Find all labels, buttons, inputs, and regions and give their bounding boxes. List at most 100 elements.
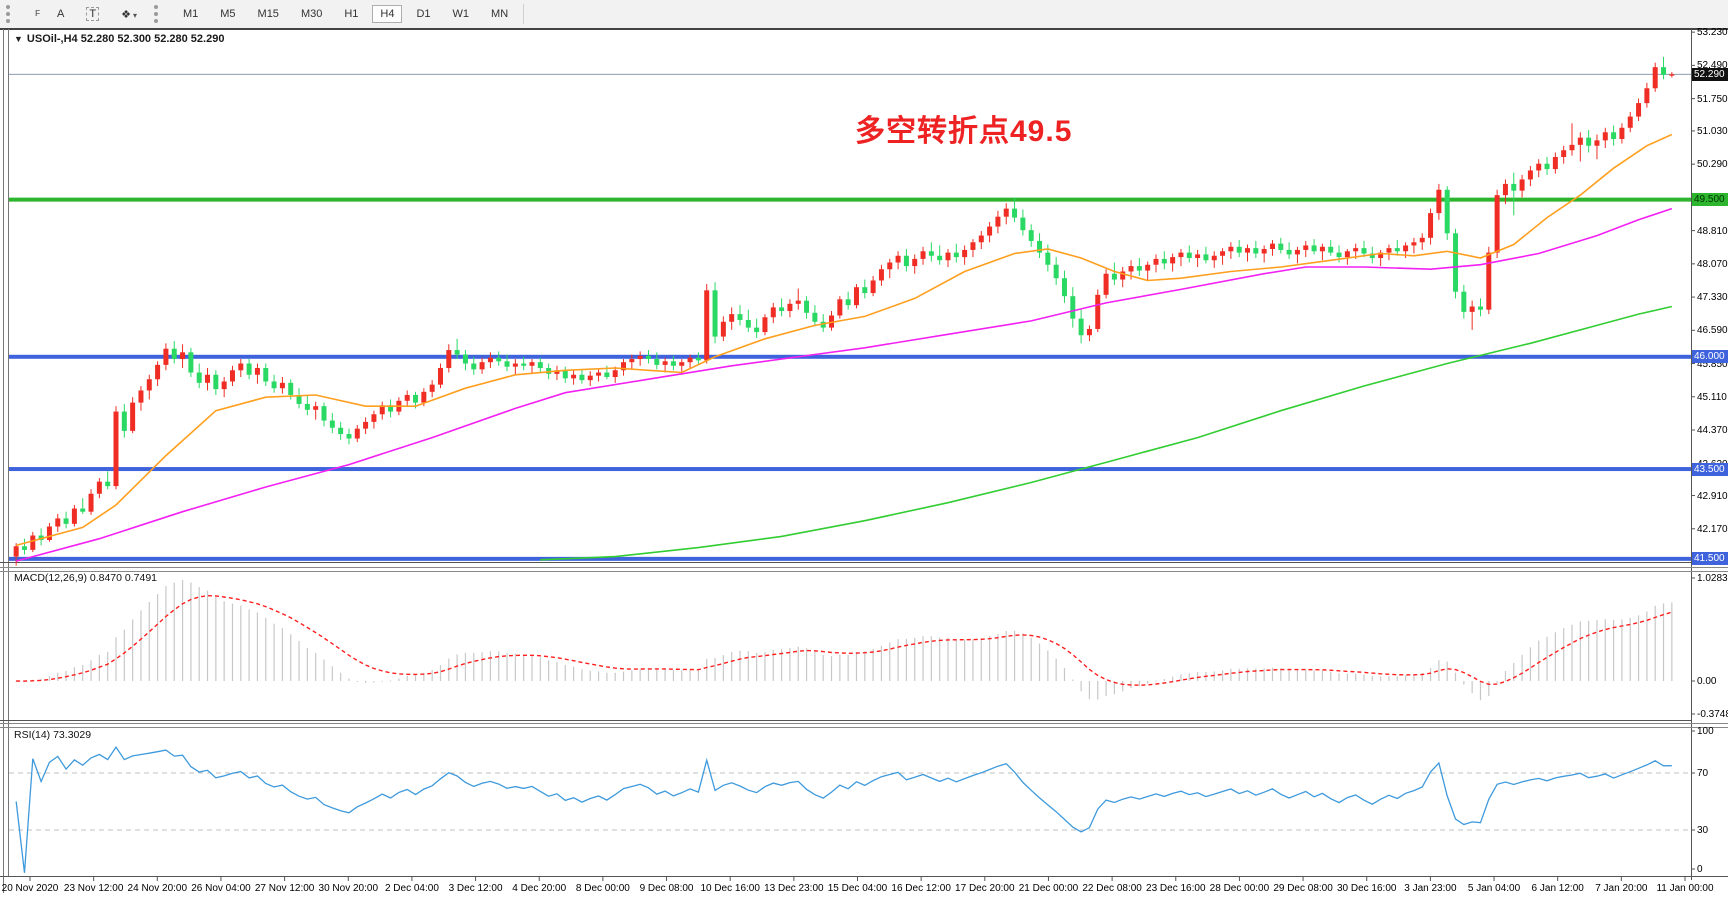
candle-wick bbox=[1197, 249, 1199, 267]
candle-body bbox=[1220, 251, 1226, 256]
candle-body bbox=[1369, 253, 1375, 259]
candle-body bbox=[1145, 264, 1151, 271]
green-level-49.5[interactable] bbox=[9, 197, 1691, 202]
textbox-button[interactable]: T bbox=[78, 5, 107, 23]
macd-histogram-bar bbox=[830, 656, 833, 681]
macd-histogram-bar bbox=[1621, 619, 1623, 681]
toolbar-separator bbox=[523, 4, 525, 24]
candle-body bbox=[1611, 132, 1617, 140]
timeframe-button-w1[interactable]: W1 bbox=[452, 8, 470, 20]
candle-body bbox=[471, 363, 477, 370]
macd-histogram-bar bbox=[880, 645, 883, 681]
candle-body bbox=[770, 307, 776, 318]
chart-annotation[interactable]: 多空转折点49.5 bbox=[855, 115, 1073, 148]
time-axis-label: 3 Jan 23:00 bbox=[1404, 883, 1457, 894]
timeframe-button-h4[interactable]: H4 bbox=[372, 5, 403, 23]
toolbar-drag-handle[interactable] bbox=[6, 5, 20, 23]
macd-histogram-bar bbox=[897, 639, 899, 681]
macd-histogram-bar bbox=[231, 603, 234, 681]
blue-level-41.5[interactable] bbox=[9, 556, 1691, 561]
candle-body bbox=[1095, 294, 1101, 329]
pane-divider-macd[interactable] bbox=[0, 566, 1728, 574]
macd-histogram-bar bbox=[356, 681, 358, 682]
symbol-ohlc-text: USOil-,H4 52.280 52.300 52.280 52.290 bbox=[26, 33, 225, 45]
candle-body bbox=[845, 299, 851, 306]
macd-histogram-bar bbox=[1246, 668, 1249, 681]
candle-body bbox=[670, 361, 676, 366]
candle-wick bbox=[1413, 237, 1415, 254]
macd-axis-label: 1.0283 bbox=[1697, 573, 1728, 584]
macd-histogram-bar bbox=[256, 612, 259, 681]
macd-histogram-bar bbox=[1646, 611, 1648, 681]
macd-histogram-bar bbox=[298, 641, 300, 681]
candle-body bbox=[1619, 127, 1625, 140]
candle-body bbox=[1061, 278, 1067, 297]
candle-body bbox=[978, 235, 984, 243]
macd-histogram-bar bbox=[1038, 643, 1041, 681]
candle-body bbox=[928, 251, 934, 256]
macd-histogram-bar bbox=[1055, 658, 1057, 681]
blue-level-46.0[interactable] bbox=[9, 354, 1691, 359]
blue-level-43.5[interactable] bbox=[9, 467, 1691, 472]
macd-histogram-bar bbox=[814, 651, 816, 681]
macd-histogram-bar bbox=[157, 594, 159, 681]
timeframe-button-mn[interactable]: MN bbox=[491, 8, 509, 20]
macd-histogram-bar bbox=[889, 642, 891, 681]
macd-histogram-bar bbox=[1113, 681, 1115, 695]
candle-body bbox=[903, 255, 909, 267]
candle-body bbox=[795, 300, 801, 304]
crosshair-button[interactable]: ❖ ▾ bbox=[113, 5, 145, 24]
timeframe-button-d1[interactable]: D1 bbox=[416, 8, 431, 20]
candle-body bbox=[1652, 67, 1658, 89]
current-price-line[interactable] bbox=[9, 73, 1691, 75]
macd-histogram-bar bbox=[1005, 630, 1007, 681]
candle-body bbox=[1269, 243, 1275, 250]
macd-histogram-bar bbox=[839, 654, 841, 681]
macd-histogram-bar bbox=[955, 639, 957, 681]
candle-body bbox=[1661, 67, 1667, 75]
candle-body bbox=[388, 405, 394, 412]
macd-histogram-bar bbox=[731, 651, 733, 681]
time-axis-label: 5 Jan 04:00 bbox=[1467, 883, 1521, 894]
symbol-dropdown-icon[interactable]: ▼ bbox=[14, 34, 23, 44]
timeframe-button-m5[interactable]: M5 bbox=[220, 8, 236, 20]
candle-wick bbox=[1396, 240, 1398, 256]
symbol-title[interactable]: ▼ USOil-,H4 52.280 52.300 52.280 52.290 bbox=[14, 33, 224, 45]
timeframe-button-m30[interactable]: M30 bbox=[300, 8, 323, 20]
candle-body bbox=[180, 352, 186, 360]
macd-histogram-bar bbox=[1188, 673, 1190, 681]
annotate-text-button[interactable]: A bbox=[57, 8, 65, 20]
candle-body bbox=[853, 287, 859, 306]
timeframe-button-h1[interactable]: H1 bbox=[344, 8, 359, 20]
candle-wick bbox=[1180, 249, 1182, 267]
candle-body bbox=[1037, 240, 1043, 253]
macd-histogram-bar bbox=[1671, 602, 1673, 681]
candle-wick bbox=[1296, 246, 1298, 264]
candle-wick bbox=[797, 288, 799, 310]
macd-histogram-bar bbox=[905, 638, 907, 681]
macd-histogram-bar bbox=[381, 680, 383, 682]
candle-body bbox=[46, 526, 52, 540]
candle-body bbox=[704, 290, 710, 361]
macd-histogram-bar bbox=[1654, 605, 1656, 681]
macd-histogram-bar bbox=[389, 680, 392, 682]
timeframe-button-m1[interactable]: M1 bbox=[182, 8, 199, 20]
macd-histogram-bar bbox=[1380, 676, 1382, 681]
candle-body bbox=[313, 406, 319, 410]
candle-body bbox=[1511, 183, 1517, 191]
candle-body bbox=[205, 374, 211, 383]
macd-histogram-bar bbox=[1662, 603, 1665, 681]
candle-body bbox=[188, 352, 194, 373]
crosshair-icon: ❖ bbox=[121, 8, 131, 21]
candle-body bbox=[171, 348, 177, 360]
timeframe-button-m15[interactable]: M15 bbox=[257, 8, 279, 20]
candle-body bbox=[229, 370, 235, 382]
macd-histogram-bar bbox=[1454, 672, 1457, 681]
toolbar-drag-handle[interactable] bbox=[153, 5, 168, 23]
grid-icon[interactable]: F bbox=[35, 9, 40, 18]
window-left-frame bbox=[3, 29, 4, 893]
pane-divider-rsi[interactable] bbox=[0, 721, 1728, 729]
time-axis-label: 11 Jan 00:00 bbox=[1656, 883, 1714, 894]
